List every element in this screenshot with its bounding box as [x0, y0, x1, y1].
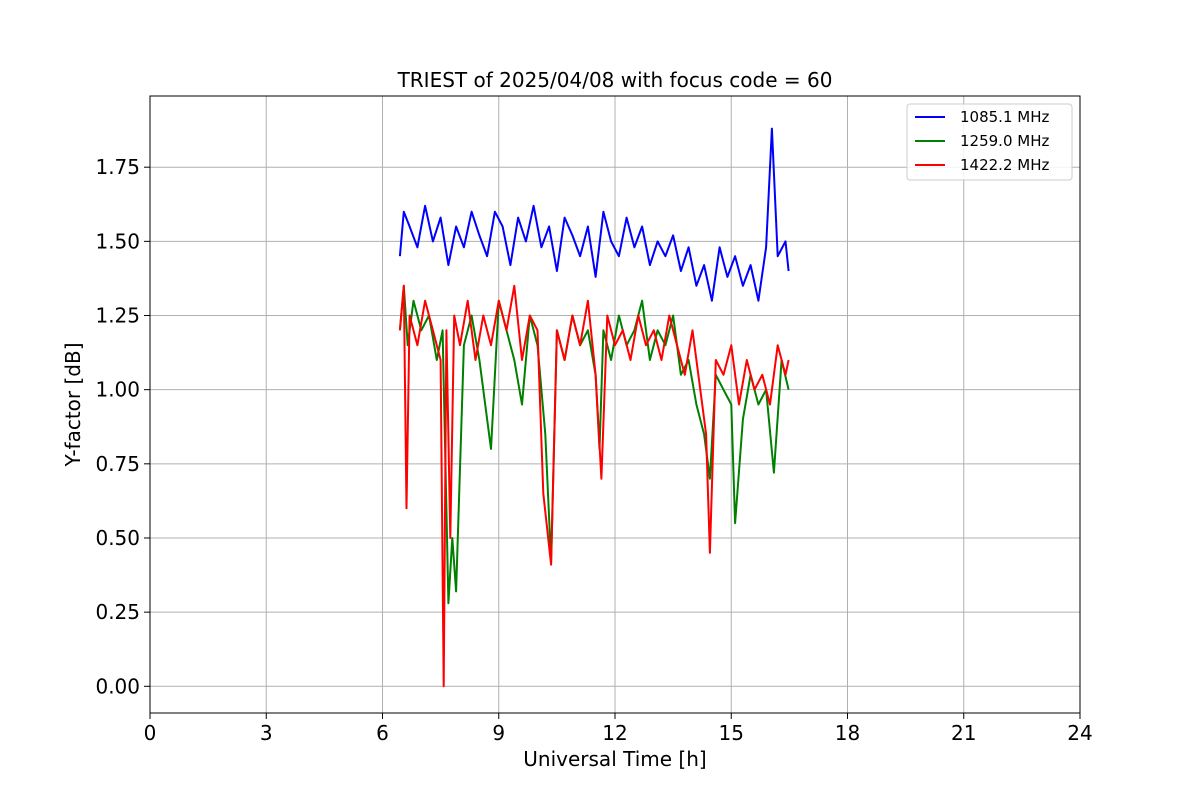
plot-lines [398, 127, 790, 688]
x-tick-label: 12 [602, 721, 627, 745]
legend: 1085.1 MHz 1259.0 MHz 1422.2 MHz [906, 103, 1073, 181]
x-tick-label: 24 [1067, 721, 1092, 745]
axis-ticks: 0 3 6 9 12 15 18 21 24 0.00 0.25 0.50 0.75 1.00 1.25 1.… [95, 155, 1092, 745]
y-tick-label: 1.75 [95, 155, 140, 179]
y-tick-label: 1.50 [95, 229, 140, 253]
y-tick-label: 0.50 [95, 526, 140, 550]
legend-label: 1259.0 MHz [960, 132, 1049, 150]
legend-label: 1085.1 MHz [960, 108, 1049, 126]
y-axis-label: Y-factor [dB] [61, 342, 85, 467]
y-tick-label: 1.25 [95, 304, 140, 328]
series-line-3 [398, 284, 790, 688]
x-tick-label: 0 [144, 721, 157, 745]
legend-label: 1422.2 MHz [960, 156, 1049, 174]
x-tick-label: 3 [260, 721, 273, 745]
series-line-1 [398, 127, 790, 302]
legend-box [906, 103, 1073, 181]
x-tick-label: 9 [492, 721, 505, 745]
x-tick-label: 18 [835, 721, 860, 745]
y-tick-label: 0.00 [95, 674, 140, 698]
y-tick-label: 1.00 [95, 378, 140, 402]
x-tick-label: 15 [719, 721, 744, 745]
x-tick-label: 6 [376, 721, 389, 745]
x-tick-label: 21 [951, 721, 976, 745]
chart-title: TRIEST of 2025/04/08 with focus code = 6… [397, 68, 833, 92]
series-line-2 [398, 284, 790, 605]
y-tick-label: 0.25 [95, 600, 140, 624]
x-axis-label: Universal Time [h] [523, 747, 706, 771]
y-tick-label: 0.75 [95, 452, 140, 476]
